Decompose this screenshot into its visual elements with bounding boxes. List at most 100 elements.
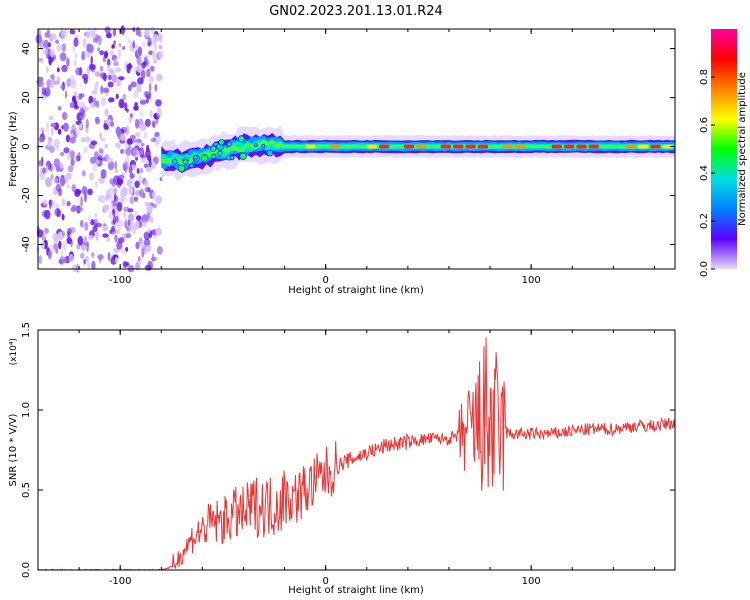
noise-blob: [75, 189, 82, 194]
snr-y-label: SNR (10 * V/V): [8, 413, 19, 486]
noise-blob: [49, 49, 56, 58]
noise-blob: [92, 164, 98, 172]
noise-blob: [96, 100, 99, 108]
noise-blob: [106, 237, 110, 243]
noise-blob: [128, 116, 133, 124]
noise-blob: [134, 180, 140, 189]
noise-blob: [73, 59, 77, 66]
noise-blob: [46, 165, 49, 173]
noise-blob: [102, 233, 109, 238]
noise-blob: [104, 108, 109, 117]
x-tick-label: 100: [522, 576, 541, 587]
snr-plot-area: [38, 330, 675, 570]
noise-blob: [78, 123, 83, 129]
noise-blob: [146, 181, 149, 187]
noise-blob: [102, 225, 109, 232]
noise-blob: [154, 84, 158, 92]
noise-blob: [82, 106, 90, 111]
noise-blob: [59, 52, 67, 62]
ridge-blob: [200, 154, 209, 162]
noise-blob: [120, 188, 125, 199]
ridge-peak: [440, 144, 451, 149]
noise-blob: [135, 220, 140, 229]
noise-blob: [76, 244, 81, 250]
noise-blob: [93, 83, 99, 93]
noise-blob: [86, 43, 91, 52]
noise-blob: [104, 143, 109, 149]
noise-blob: [135, 241, 140, 250]
noise-blob: [62, 241, 67, 252]
noise-blob: [84, 221, 89, 231]
figure-title: GN02.2023.201.13.01.R24: [269, 4, 443, 19]
noise-blob: [58, 188, 63, 197]
noise-blob: [103, 204, 110, 212]
noise-blob: [108, 194, 114, 203]
y-tick-label: -20: [21, 187, 32, 203]
noise-blob: [37, 79, 44, 87]
noise-blob: [51, 173, 54, 181]
y-tick-label: 0.5: [21, 482, 32, 498]
noise-blob: [132, 138, 137, 143]
noise-blob: [94, 217, 99, 224]
x-tick-label: 100: [522, 275, 541, 286]
spectrogram-y-axis: -40 -20 0 20 40: [21, 42, 675, 253]
x-tick-label: 0: [322, 576, 328, 587]
ridge-peak: [329, 144, 341, 149]
noise-blob: [140, 147, 144, 155]
noise-blob: [72, 264, 78, 273]
noise-blob: [115, 215, 119, 223]
noise-blob: [103, 123, 108, 130]
noise-blob: [62, 198, 66, 206]
noise-blob: [112, 182, 115, 188]
ridge-blob: [217, 150, 223, 156]
noise-blob: [127, 39, 132, 45]
noise-blob: [80, 136, 87, 143]
ridge-peak: [588, 144, 599, 149]
noise-blob: [134, 118, 140, 129]
snr-exponent-label: (x10⁴): [9, 338, 19, 365]
noise-blob: [152, 50, 156, 59]
noise-blob: [55, 39, 60, 44]
noise-blob: [145, 245, 152, 251]
noise-blob: [70, 239, 73, 248]
noise-blob: [100, 85, 104, 95]
noise-blob: [69, 136, 76, 144]
noise-blob: [71, 184, 76, 192]
noise-blob: [111, 225, 115, 233]
noise-blob: [139, 167, 144, 174]
ridge-band: [161, 125, 676, 182]
noise-blob: [113, 40, 116, 46]
noise-blob: [48, 56, 52, 66]
noise-blob: [124, 102, 128, 112]
ridge-blob: [210, 145, 217, 152]
y-tick-label: 1.0: [21, 402, 32, 418]
noise-blob: [112, 28, 117, 37]
noise-blob: [144, 27, 150, 37]
noise-blob: [116, 181, 122, 188]
noise-blob: [136, 55, 142, 66]
ridge-blob: [177, 164, 186, 173]
noise-blob: [46, 66, 49, 73]
noise-blob: [118, 98, 125, 109]
noise-blob: [98, 257, 102, 264]
noise-blob: [98, 148, 104, 154]
noise-blob: [141, 41, 146, 48]
noise-blob: [50, 80, 54, 89]
noise-blob: [57, 106, 62, 111]
noise-blob: [122, 163, 127, 172]
noise-blob: [47, 250, 52, 260]
noise-blob: [152, 120, 156, 128]
noise-blob: [93, 100, 97, 107]
noise-blob: [157, 50, 164, 59]
noise-blob: [53, 80, 60, 86]
noise-blob: [60, 26, 64, 36]
noise-blob: [128, 177, 134, 183]
noise-blob: [153, 234, 158, 240]
noise-blob: [125, 246, 129, 252]
x-tick-label: -100: [109, 576, 132, 587]
colorbar-tick-label: 0.6: [699, 117, 710, 133]
noise-blob: [126, 138, 134, 145]
noise-blob: [59, 256, 65, 265]
noise-blob: [146, 204, 153, 215]
noise-blob: [116, 211, 121, 218]
